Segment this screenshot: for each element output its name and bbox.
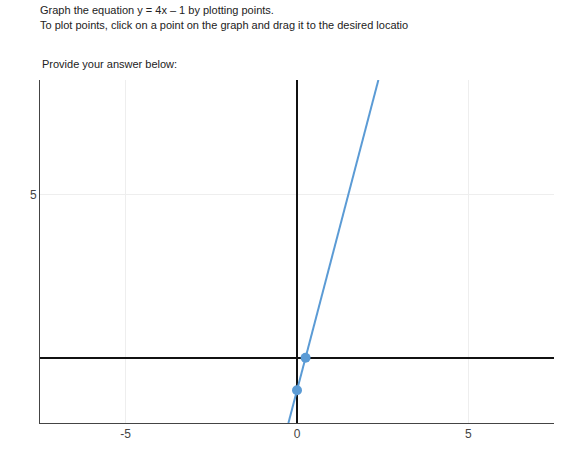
svg-text:Provide your answer below:: Provide your answer below: bbox=[42, 58, 177, 70]
svg-text:-5: -5 bbox=[120, 427, 131, 441]
svg-text:Graph the equation y = 4x – 1: Graph the equation y = 4x – 1 by plottin… bbox=[40, 4, 408, 30]
svg-text:5: 5 bbox=[30, 188, 37, 202]
svg-text:5: 5 bbox=[465, 427, 472, 441]
svg-text:0: 0 bbox=[294, 427, 301, 441]
